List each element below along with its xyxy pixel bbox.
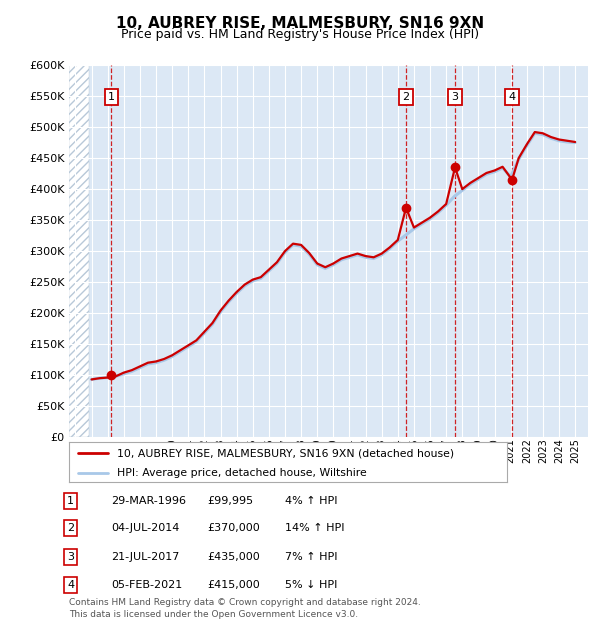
Text: £435,000: £435,000	[207, 552, 260, 562]
Text: 2: 2	[67, 523, 74, 533]
Text: 7% ↑ HPI: 7% ↑ HPI	[285, 552, 337, 562]
Text: £415,000: £415,000	[207, 580, 260, 590]
Text: £370,000: £370,000	[207, 523, 260, 533]
Text: 1: 1	[108, 92, 115, 102]
Text: 05-FEB-2021: 05-FEB-2021	[111, 580, 182, 590]
Text: 10, AUBREY RISE, MALMESBURY, SN16 9XN (detached house): 10, AUBREY RISE, MALMESBURY, SN16 9XN (d…	[117, 448, 454, 458]
Text: 14% ↑ HPI: 14% ↑ HPI	[285, 523, 344, 533]
Text: Contains HM Land Registry data © Crown copyright and database right 2024.
This d: Contains HM Land Registry data © Crown c…	[69, 598, 421, 619]
Text: 29-MAR-1996: 29-MAR-1996	[111, 496, 186, 506]
Text: 2: 2	[403, 92, 410, 102]
Bar	[69, 65, 89, 437]
Text: HPI: Average price, detached house, Wiltshire: HPI: Average price, detached house, Wilt…	[117, 469, 367, 479]
Text: Price paid vs. HM Land Registry's House Price Index (HPI): Price paid vs. HM Land Registry's House …	[121, 28, 479, 41]
Text: 5% ↓ HPI: 5% ↓ HPI	[285, 580, 337, 590]
Text: 1: 1	[67, 496, 74, 506]
Text: 3: 3	[67, 552, 74, 562]
Text: 4: 4	[67, 580, 74, 590]
Text: 04-JUL-2014: 04-JUL-2014	[111, 523, 179, 533]
Text: 4% ↑ HPI: 4% ↑ HPI	[285, 496, 337, 506]
Text: 3: 3	[452, 92, 458, 102]
Text: 10, AUBREY RISE, MALMESBURY, SN16 9XN: 10, AUBREY RISE, MALMESBURY, SN16 9XN	[116, 16, 484, 30]
Text: 4: 4	[509, 92, 515, 102]
Text: £99,995: £99,995	[207, 496, 253, 506]
Text: 21-JUL-2017: 21-JUL-2017	[111, 552, 179, 562]
